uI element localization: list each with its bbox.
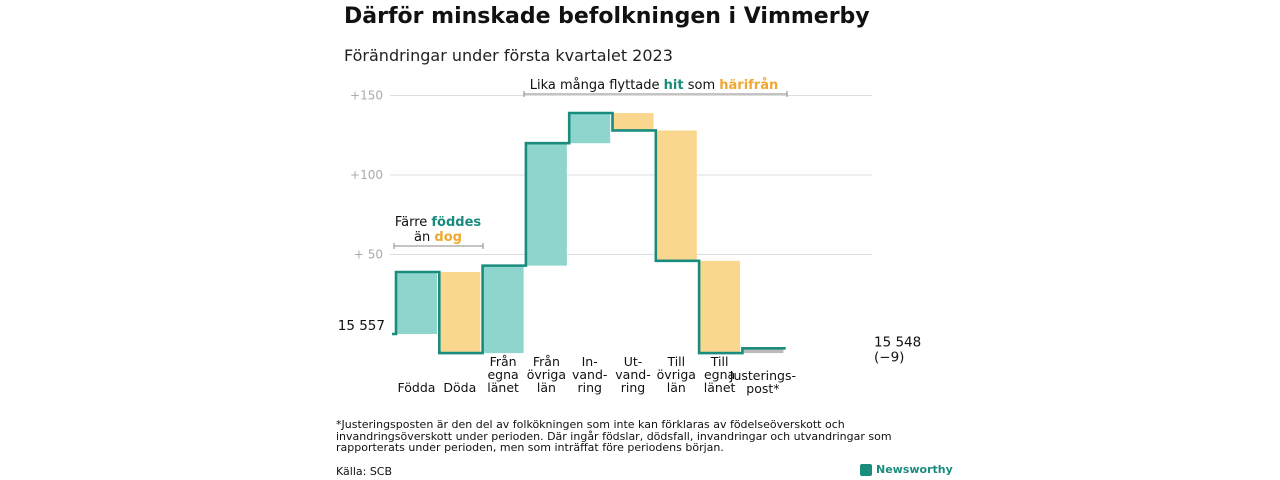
category-label: vand- bbox=[615, 367, 650, 382]
source-label: Källa: SCB bbox=[336, 465, 393, 478]
category-label: Födda bbox=[398, 380, 436, 395]
waterfall-bar bbox=[699, 260, 741, 354]
waterfall-bar bbox=[525, 143, 567, 266]
category-label: Till bbox=[666, 354, 685, 369]
category-label: Döda bbox=[443, 380, 476, 395]
category-label: egna bbox=[704, 367, 735, 382]
category-label: Till bbox=[710, 354, 729, 369]
annotation-born-line1: Färre föddes bbox=[395, 215, 482, 230]
end-change-label: (−9) bbox=[874, 349, 904, 365]
category-label: In- bbox=[582, 354, 598, 369]
y-tick-label: +100 bbox=[350, 168, 383, 182]
category-label: övriga bbox=[527, 367, 566, 382]
category-label: Ut- bbox=[624, 354, 643, 369]
running-total-line bbox=[392, 111, 786, 355]
category-label: Från bbox=[533, 354, 560, 369]
category-label: ring bbox=[621, 380, 645, 395]
category-label: övriga bbox=[657, 367, 696, 382]
category-label: ring bbox=[577, 380, 601, 395]
category-label: post* bbox=[746, 381, 779, 396]
category-label: län bbox=[667, 380, 686, 395]
category-label: län bbox=[537, 380, 556, 395]
brand-name: Newsworthy bbox=[876, 463, 953, 476]
category-label: Justerings- bbox=[729, 368, 796, 383]
category-label: länet bbox=[487, 380, 519, 395]
waterfall-bar bbox=[655, 130, 697, 261]
end-value-label: 15 548 bbox=[874, 334, 921, 350]
category-label: egna bbox=[487, 367, 518, 382]
category-label: Från bbox=[490, 354, 517, 369]
waterfall-bar bbox=[396, 271, 437, 334]
waterfall-bar bbox=[742, 348, 784, 354]
category-label: vand- bbox=[572, 367, 607, 382]
chart-subtitle: Förändringar under första kvartalet 2023 bbox=[344, 46, 673, 65]
waterfall-bar bbox=[439, 271, 481, 354]
start-value-label: 15 557 bbox=[338, 318, 385, 334]
y-tick-label: + 50 bbox=[354, 248, 383, 262]
brand-logo: Newsworthy bbox=[860, 463, 953, 476]
chart-title: Därför minskade befolkningen i Vimmerby bbox=[344, 4, 870, 29]
y-tick-label: +150 bbox=[350, 89, 383, 103]
waterfall-bar bbox=[612, 112, 654, 131]
annotation-born-line2: än dog bbox=[414, 230, 462, 245]
waterfall-bar bbox=[569, 112, 611, 144]
newsworthy-icon bbox=[860, 463, 872, 476]
footnote: *Justeringsposten är den del av folkökni… bbox=[336, 418, 892, 454]
waterfall-bar bbox=[482, 265, 524, 354]
annotation-moved: Lika många flyttade hit som härifrån bbox=[530, 78, 779, 93]
category-label: länet bbox=[704, 380, 736, 395]
